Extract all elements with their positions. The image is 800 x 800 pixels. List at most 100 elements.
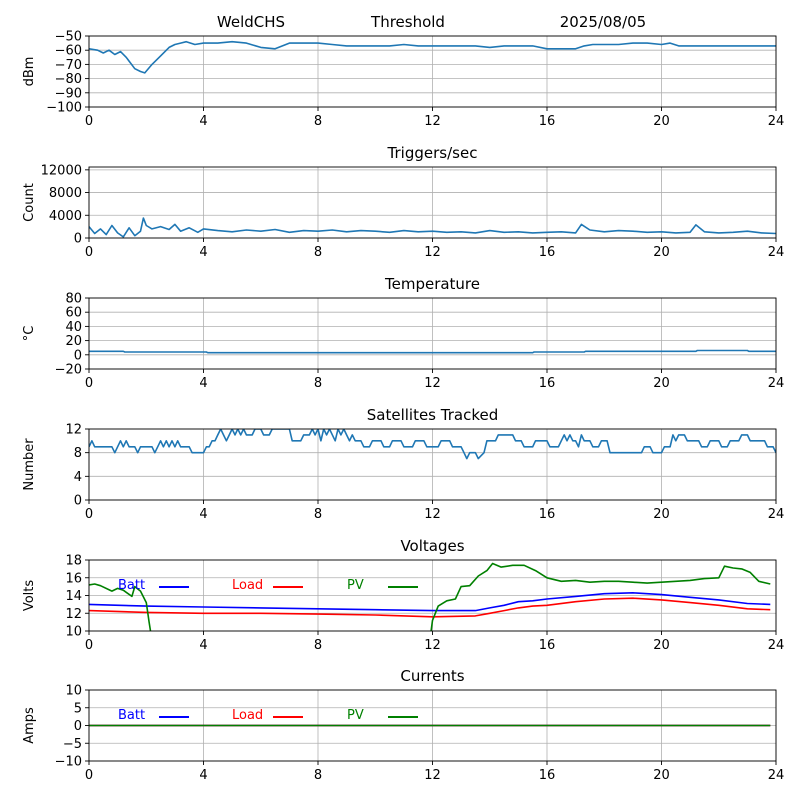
signal-xtick-label: 8 — [314, 114, 322, 129]
temperature-title: Temperature — [384, 275, 480, 293]
signal-ytick-label: −100 — [46, 101, 82, 116]
satellites-xtick-label: 12 — [424, 507, 441, 522]
signal-ytick-label: −60 — [55, 44, 82, 59]
temperature-ytick-label: 20 — [65, 334, 82, 349]
voltages-ylabel: Volts — [22, 580, 37, 612]
satellites-ylabel: Number — [22, 438, 37, 491]
triggers-xtick-label: 4 — [199, 245, 207, 260]
triggers-ytick-label: 4000 — [49, 209, 82, 224]
satellites-series-line-0 — [89, 429, 776, 460]
signal-xtick-label: 0 — [85, 114, 93, 129]
triggers-xtick-label: 24 — [768, 245, 785, 260]
voltages-panel: 0 4 8 12 16 20 24 10 12 14 16 18 Voltages Volts Batt Lo… — [22, 537, 784, 653]
temperature-ytick-label: 40 — [65, 320, 82, 335]
temperature-xtick-label: 4 — [199, 376, 207, 391]
currents-ytick-label: 5 — [74, 701, 82, 716]
temperature-ylabel: °C — [22, 326, 37, 342]
temperature-ytick-label: 0 — [74, 348, 82, 363]
currents-ytick-label: 10 — [65, 684, 82, 699]
voltages-xtick-label: 0 — [85, 638, 93, 653]
voltages-ytick-label: 18 — [65, 554, 82, 569]
temperature-xtick-label: 20 — [653, 376, 670, 391]
temperature-series-line-0 — [89, 349, 776, 354]
satellites-ytick-label: 4 — [74, 470, 82, 485]
temperature-ytick-label: −20 — [55, 363, 82, 378]
satellites-xtick-label: 24 — [768, 507, 785, 522]
signal-xtick-label: 4 — [199, 114, 207, 129]
triggers-xtick-label: 0 — [85, 245, 93, 260]
signal-ytick-label: −80 — [55, 72, 82, 87]
currents-legend-label-load: Load — [232, 708, 263, 723]
satellites-xtick-label: 16 — [539, 507, 556, 522]
triggers-xtick-label: 8 — [314, 245, 322, 260]
voltages-series-load — [89, 597, 771, 618]
triggers-series-line-0 — [89, 217, 776, 238]
triggers-ytick-label: 12000 — [41, 163, 82, 178]
currents-xtick-label: 16 — [539, 768, 556, 783]
currents-title: Currents — [400, 667, 464, 685]
satellites-xtick-label: 8 — [314, 507, 322, 522]
triggers-ytick-label: 0 — [74, 232, 82, 247]
signal-ytick-label: −70 — [55, 58, 82, 73]
temperature-xtick-label: 16 — [539, 376, 556, 391]
satellites-ytick-label: 8 — [74, 446, 82, 461]
satellites-panel: 0 4 8 12 16 20 24 0 4 8 12 Satellites Tracked Number — [22, 406, 784, 522]
voltages-ytick-label: 16 — [65, 571, 82, 586]
voltages-title: Voltages — [400, 537, 464, 555]
voltages-xtick-label: 20 — [653, 638, 670, 653]
triggers-xtick-label: 16 — [539, 245, 556, 260]
triggers-ytick-label: 8000 — [49, 186, 82, 201]
signal-ytick-label: −50 — [55, 30, 82, 45]
voltages-legend-label-load: Load — [232, 578, 263, 593]
currents-panel: 0 4 8 12 16 20 24 −10 −5 0 5 10 Currents Amps Batt Load… — [22, 667, 784, 783]
voltages-xtick-label: 4 — [199, 638, 207, 653]
currents-xtick-label: 4 — [199, 768, 207, 783]
currents-xtick-label: 24 — [768, 768, 785, 783]
signal-series-line-0 — [89, 40, 776, 74]
satellites-xtick-label: 0 — [85, 507, 93, 522]
signal-ytick-label: −90 — [55, 86, 82, 101]
triggers-xtick-label: 12 — [424, 245, 441, 260]
voltages-xtick-label: 16 — [539, 638, 556, 653]
satellites-xtick-label: 4 — [199, 507, 207, 522]
satellites-title: Satellites Tracked — [367, 406, 498, 424]
signal-panel: 0 4 8 12 16 20 24 −100−90−80−70−60−50 dBm — [22, 30, 784, 130]
voltages-ytick-label: 14 — [65, 589, 82, 604]
voltages-xtick-label: 24 — [768, 638, 785, 653]
currents-legend-label-pv: PV — [347, 708, 364, 723]
signal-xtick-label: 16 — [539, 114, 556, 129]
currents-ytick-label: −5 — [63, 737, 82, 752]
triggers-panel: 0 4 8 12 16 20 24 0 4000 8000 12000 Triggers/sec Cou… — [22, 144, 784, 260]
signal-ylabel: dBm — [22, 57, 37, 87]
currents-xtick-label: 0 — [85, 768, 93, 783]
temperature-xtick-label: 0 — [85, 376, 93, 391]
currents-legend-label-batt: Batt — [118, 708, 145, 723]
header-station: WeldCHS — [217, 13, 285, 31]
header-date: 2025/08/05 — [560, 13, 646, 31]
temperature-ytick-label: 80 — [65, 292, 82, 307]
voltages-xtick-label: 8 — [314, 638, 322, 653]
currents-ytick-label: 0 — [74, 719, 82, 734]
voltages-ytick-label: 12 — [65, 607, 82, 622]
voltages-series-batt — [89, 591, 771, 612]
voltages-legend-label-pv: PV — [347, 578, 364, 593]
signal-xtick-label: 24 — [768, 114, 785, 129]
satellites-ytick-label: 12 — [65, 423, 82, 438]
satellites-xtick-label: 20 — [653, 507, 670, 522]
currents-ylabel: Amps — [22, 707, 37, 744]
currents-xtick-label: 8 — [314, 768, 322, 783]
signal-xtick-label: 20 — [653, 114, 670, 129]
voltages-legend-label-batt: Batt — [118, 578, 145, 593]
triggers-xtick-label: 20 — [653, 245, 670, 260]
temperature-xtick-label: 8 — [314, 376, 322, 391]
signal-xtick-label: 12 — [424, 114, 441, 129]
triggers-title: Triggers/sec — [387, 144, 478, 162]
currents-ytick-label: −10 — [55, 755, 82, 770]
satellites-ytick-label: 0 — [74, 494, 82, 509]
voltages-ytick-label: 10 — [65, 625, 82, 640]
temperature-xtick-label: 24 — [768, 376, 785, 391]
header-mode: Threshold — [370, 13, 445, 31]
triggers-ylabel: Count — [22, 183, 37, 222]
